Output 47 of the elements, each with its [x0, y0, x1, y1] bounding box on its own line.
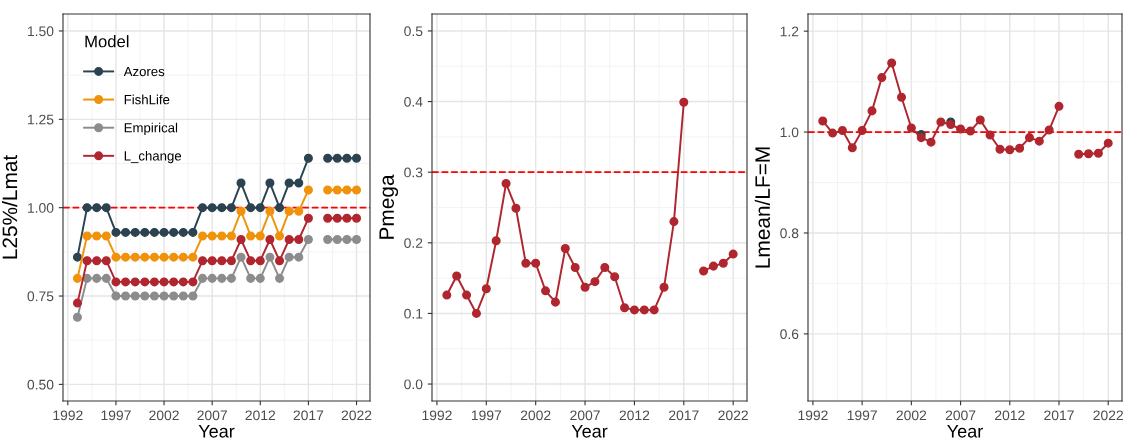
- x-tick-label: 1997: [847, 410, 877, 421]
- x-tick-label: 2007: [570, 410, 600, 421]
- legend-label: FishLife: [124, 94, 170, 105]
- x-tick-label: 1997: [101, 410, 131, 421]
- x-tick-label: 1992: [422, 410, 452, 421]
- x-tick-label: 2017: [669, 410, 699, 421]
- y-axis-title: Pmega: [379, 174, 399, 239]
- y-tick-label: 1.00: [28, 203, 54, 213]
- legend-label: Empirical: [124, 122, 178, 136]
- x-tick-label: 2022: [341, 410, 372, 421]
- x-tick-label: 2022: [718, 410, 748, 421]
- y-tick-label: 0.5: [404, 26, 423, 37]
- x-tick-label: 2017: [1044, 410, 1074, 421]
- legend-label: L_change: [124, 150, 182, 164]
- x-tick-label: 1992: [53, 410, 83, 421]
- x-tick-label: 2017: [293, 410, 324, 421]
- x-tick-label: 2002: [896, 410, 927, 421]
- x-axis-title: Year: [198, 425, 235, 438]
- x-tick-label: 2007: [945, 410, 976, 421]
- y-tick-label: 0.8: [780, 228, 799, 239]
- y-tick-label: 0.6: [780, 329, 799, 340]
- y-axis-title: Lmean/LF=M: [754, 147, 770, 268]
- y-tick-label: 1.25: [28, 114, 54, 125]
- x-tick-label: 1997: [471, 410, 502, 421]
- x-tick-label: 2007: [197, 410, 227, 421]
- legend-label: Azores: [123, 66, 165, 77]
- y-tick-label: 0.0: [404, 379, 423, 390]
- x-tick-label: 2012: [619, 410, 650, 421]
- y-tick-label: 0.3: [404, 167, 423, 178]
- y-tick-label: 1.0: [780, 127, 799, 138]
- y-tick-label: 1.2: [780, 26, 799, 37]
- x-tick-label: 2012: [995, 410, 1025, 421]
- x-tick-label: 1992: [798, 410, 828, 421]
- y-axis-title: L25%/Lmat: [1, 154, 18, 259]
- y-tick-label: 0.2: [404, 238, 423, 248]
- y-tick-label: 0.50: [27, 379, 54, 390]
- x-axis-title: Year: [947, 425, 983, 438]
- x-tick-label: 2022: [1093, 410, 1123, 421]
- y-tick-label: 0.1: [404, 308, 423, 319]
- x-tick-label: 2002: [149, 410, 179, 421]
- y-tick-label: 1.50: [28, 26, 54, 37]
- legend-title: Model: [85, 35, 129, 48]
- y-tick-label: 0.4: [404, 96, 423, 107]
- x-tick-label: 2002: [520, 410, 551, 421]
- y-tick-label: 0.75: [27, 291, 54, 302]
- x-axis-title: Year: [571, 425, 608, 438]
- x-tick-label: 2012: [245, 410, 276, 421]
